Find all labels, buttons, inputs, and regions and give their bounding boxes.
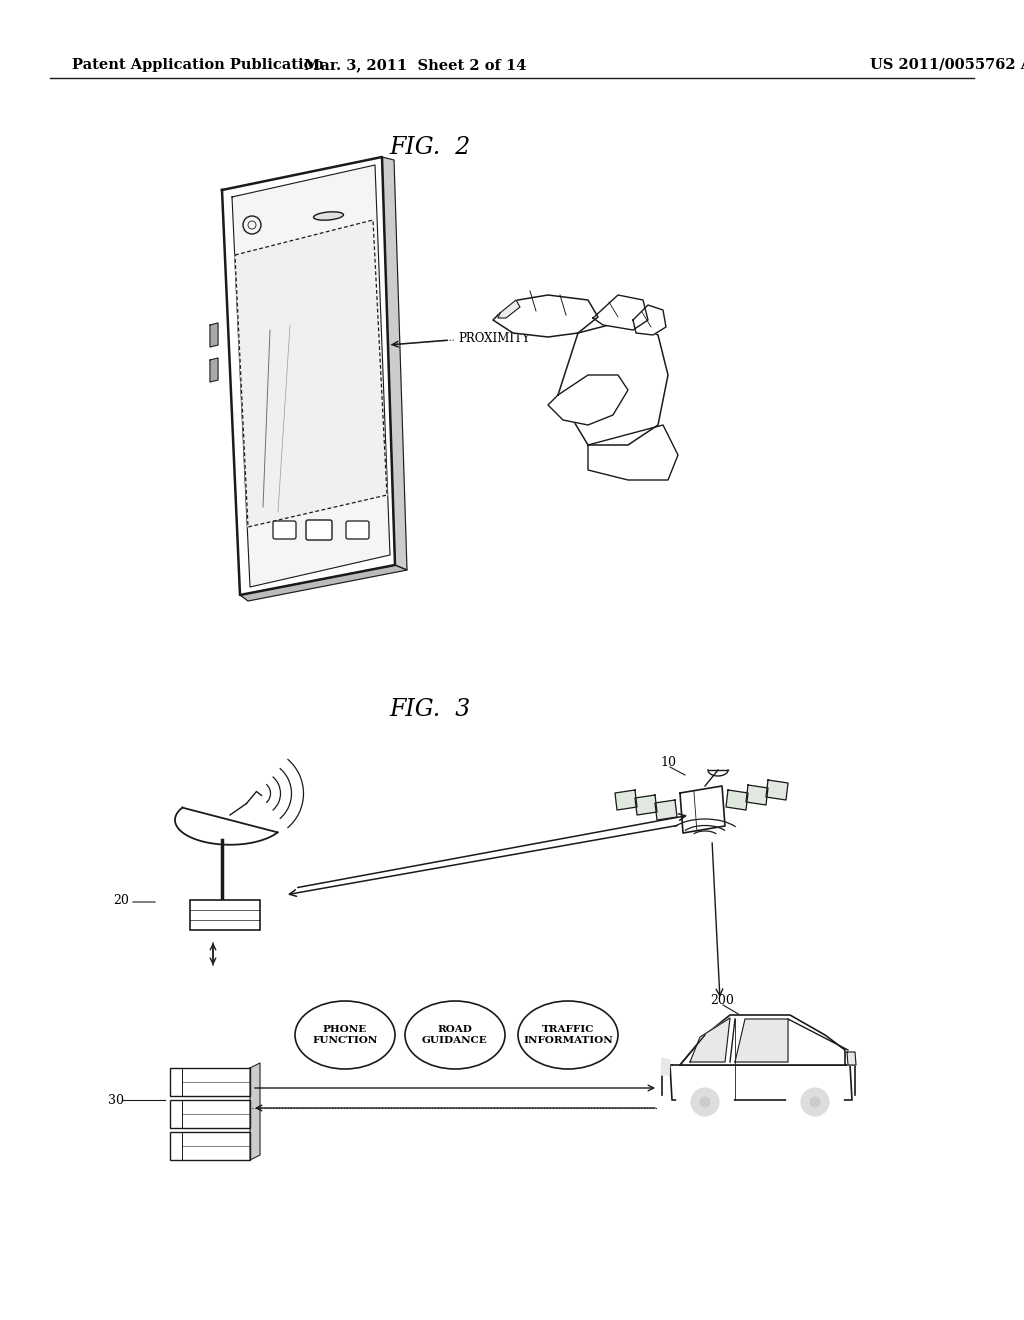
- Ellipse shape: [518, 1001, 618, 1069]
- Polygon shape: [234, 220, 387, 527]
- Bar: [170, 1068, 250, 1096]
- Text: 30: 30: [108, 1093, 124, 1106]
- Polygon shape: [726, 789, 748, 810]
- Polygon shape: [847, 1052, 856, 1065]
- Polygon shape: [175, 808, 278, 845]
- Ellipse shape: [295, 1001, 395, 1069]
- Text: 200: 200: [710, 994, 734, 1006]
- Polygon shape: [210, 323, 218, 347]
- Text: TRAFFIC
INFORMATION: TRAFFIC INFORMATION: [523, 1026, 613, 1044]
- Polygon shape: [655, 800, 677, 820]
- Polygon shape: [766, 780, 788, 800]
- FancyBboxPatch shape: [306, 520, 332, 540]
- Polygon shape: [588, 425, 678, 480]
- Bar: [170, 1133, 250, 1160]
- Polygon shape: [633, 305, 666, 335]
- Polygon shape: [593, 294, 648, 330]
- Text: Mar. 3, 2011  Sheet 2 of 14: Mar. 3, 2011 Sheet 2 of 14: [304, 58, 526, 73]
- Polygon shape: [558, 319, 668, 445]
- Polygon shape: [382, 157, 407, 570]
- Polygon shape: [615, 789, 637, 810]
- Polygon shape: [548, 375, 628, 425]
- Circle shape: [677, 1074, 733, 1130]
- Circle shape: [801, 1088, 829, 1115]
- Ellipse shape: [313, 211, 343, 220]
- Polygon shape: [635, 795, 657, 814]
- FancyBboxPatch shape: [273, 521, 296, 539]
- Polygon shape: [670, 1065, 852, 1100]
- Text: US 2011/0055762 A1: US 2011/0055762 A1: [870, 58, 1024, 73]
- Text: FIG.  2: FIG. 2: [389, 136, 471, 160]
- Text: FIG.  3: FIG. 3: [389, 698, 471, 722]
- Bar: [190, 900, 260, 931]
- Text: 20: 20: [113, 894, 129, 907]
- Circle shape: [787, 1074, 843, 1130]
- Polygon shape: [680, 1015, 845, 1065]
- Polygon shape: [690, 1018, 730, 1063]
- Polygon shape: [250, 1063, 260, 1160]
- Text: PROXIMITY: PROXIMITY: [458, 331, 529, 345]
- Polygon shape: [210, 358, 218, 381]
- Circle shape: [691, 1088, 719, 1115]
- Polygon shape: [222, 157, 395, 595]
- Bar: [170, 1100, 250, 1129]
- Polygon shape: [232, 165, 390, 587]
- Polygon shape: [746, 785, 768, 805]
- Polygon shape: [680, 785, 725, 833]
- Polygon shape: [735, 1019, 788, 1063]
- Polygon shape: [240, 565, 407, 601]
- Text: ROAD
GUIDANCE: ROAD GUIDANCE: [422, 1026, 487, 1044]
- Text: 10: 10: [660, 755, 676, 768]
- Polygon shape: [662, 1059, 670, 1074]
- Polygon shape: [498, 300, 520, 318]
- Circle shape: [700, 1097, 710, 1107]
- Text: PHONE
FUNCTION: PHONE FUNCTION: [312, 1026, 378, 1044]
- FancyBboxPatch shape: [346, 521, 369, 539]
- Polygon shape: [493, 294, 598, 337]
- Circle shape: [810, 1097, 820, 1107]
- Ellipse shape: [406, 1001, 505, 1069]
- Text: Patent Application Publication: Patent Application Publication: [72, 58, 324, 73]
